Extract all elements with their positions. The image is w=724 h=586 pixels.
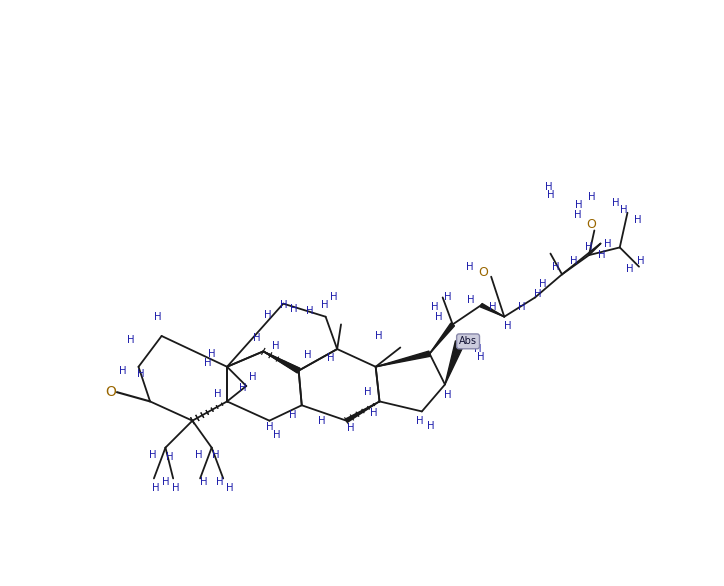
Text: H: H: [416, 415, 424, 425]
Text: H: H: [161, 477, 169, 488]
Text: H: H: [445, 292, 452, 302]
Polygon shape: [345, 401, 379, 423]
Text: H: H: [466, 262, 473, 272]
Text: H: H: [204, 358, 211, 368]
Text: H: H: [289, 410, 296, 420]
Text: H: H: [637, 256, 644, 266]
Text: H: H: [585, 243, 593, 253]
Text: H: H: [477, 352, 485, 362]
Text: H: H: [153, 483, 160, 493]
Text: H: H: [620, 206, 628, 216]
Text: O: O: [479, 266, 489, 280]
Text: H: H: [598, 250, 606, 260]
Text: H: H: [605, 239, 612, 248]
Polygon shape: [376, 351, 430, 367]
Text: O: O: [106, 385, 117, 399]
Text: H: H: [489, 302, 497, 312]
Text: H: H: [148, 450, 156, 461]
Text: H: H: [534, 289, 541, 299]
Text: H: H: [545, 182, 552, 192]
Text: H: H: [119, 366, 127, 376]
Text: H: H: [274, 430, 281, 440]
Polygon shape: [264, 352, 300, 373]
Text: H: H: [570, 256, 577, 266]
Text: H: H: [306, 305, 314, 315]
Text: H: H: [208, 349, 216, 359]
Text: H: H: [347, 423, 354, 434]
Polygon shape: [429, 323, 455, 354]
Text: H: H: [266, 422, 273, 432]
Polygon shape: [480, 304, 504, 316]
Text: H: H: [290, 304, 298, 314]
Text: O: O: [586, 218, 596, 231]
Text: H: H: [364, 387, 371, 397]
Text: H: H: [327, 353, 334, 363]
Text: H: H: [318, 415, 326, 425]
Text: H: H: [575, 200, 583, 210]
Text: H: H: [435, 312, 442, 322]
Text: H: H: [613, 197, 620, 208]
Text: H: H: [370, 408, 377, 418]
Text: H: H: [539, 280, 547, 289]
Text: H: H: [214, 389, 222, 398]
Text: H: H: [127, 335, 135, 345]
Text: H: H: [518, 302, 526, 312]
Polygon shape: [445, 343, 464, 384]
Text: H: H: [473, 344, 481, 354]
Text: H: H: [427, 421, 435, 431]
Text: H: H: [272, 341, 279, 351]
Text: H: H: [201, 477, 208, 488]
Text: H: H: [239, 383, 246, 393]
Text: H: H: [634, 216, 641, 226]
Text: H: H: [137, 369, 145, 380]
Text: H: H: [329, 292, 337, 302]
Polygon shape: [264, 352, 300, 373]
Text: H: H: [468, 295, 475, 305]
Text: H: H: [253, 333, 260, 343]
Text: H: H: [573, 210, 581, 220]
Text: Abs: Abs: [459, 336, 477, 346]
Text: H: H: [445, 390, 452, 400]
Text: H: H: [304, 350, 311, 360]
Text: H: H: [279, 300, 287, 310]
Text: H: H: [226, 483, 233, 493]
Text: H: H: [154, 312, 161, 322]
Polygon shape: [445, 341, 459, 384]
Text: H: H: [166, 452, 173, 462]
Text: H: H: [216, 477, 223, 488]
Text: H: H: [249, 372, 256, 382]
Text: H: H: [505, 321, 512, 331]
Text: H: H: [432, 302, 439, 312]
Text: H: H: [264, 310, 272, 320]
Text: H: H: [321, 300, 329, 310]
Text: H: H: [375, 331, 382, 341]
Text: H: H: [626, 264, 634, 274]
Text: H: H: [552, 262, 560, 272]
Text: H: H: [172, 483, 180, 493]
Text: H: H: [211, 450, 219, 461]
Text: H: H: [547, 190, 554, 200]
Text: H: H: [195, 450, 202, 461]
Text: H: H: [587, 192, 595, 202]
